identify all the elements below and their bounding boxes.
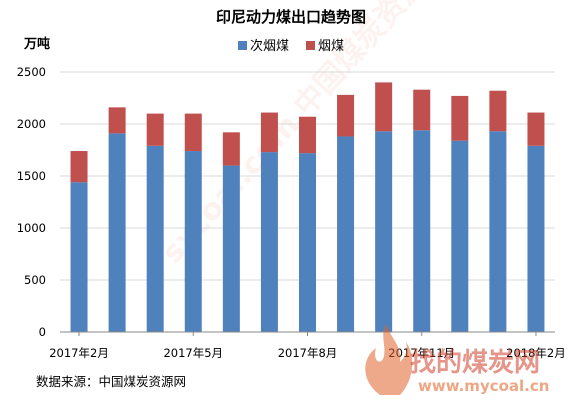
- bar-bituminous-8: [375, 82, 393, 132]
- bar-bituminous-12: [527, 112, 545, 146]
- bar-bituminous-11: [489, 90, 507, 132]
- bar-bituminous-9: [413, 89, 431, 131]
- y-axis-unit: 万吨: [23, 36, 50, 52]
- legend-swatch: [306, 41, 315, 50]
- bar-sub-bituminous-11: [489, 131, 507, 332]
- y-tick-label: 2500: [17, 65, 46, 79]
- watermark-logo: 找的煤炭网 www.mycoal.cn: [365, 324, 549, 395]
- bar-sub-bituminous-12: [527, 145, 545, 332]
- source-note: 数据来源：中国煤炭资源网: [36, 374, 186, 389]
- x-tick-label: 2018年2月: [506, 346, 566, 360]
- x-tick-label: 2017年8月: [278, 346, 338, 360]
- bar-sub-bituminous-5: [260, 152, 278, 332]
- bar-sub-bituminous-4: [222, 165, 240, 332]
- y-tick-label: 2000: [17, 117, 46, 131]
- bars: [70, 82, 545, 332]
- y-tick-label: 1000: [17, 221, 46, 235]
- bar-bituminous-2: [146, 113, 164, 146]
- legend-swatch: [238, 41, 247, 50]
- y-tick-label: 500: [24, 273, 46, 287]
- bar-bituminous-1: [108, 107, 126, 134]
- y-tick-label: 0: [39, 325, 46, 339]
- watermark-url: www.mycoal.cn: [418, 377, 549, 395]
- x-tick-label: 2017年2月: [49, 346, 109, 360]
- bar-sub-bituminous-3: [184, 151, 202, 332]
- bar-sub-bituminous-2: [146, 145, 164, 332]
- bar-sub-bituminous-0: [70, 182, 88, 332]
- bar-bituminous-5: [260, 112, 278, 153]
- bar-bituminous-7: [337, 94, 355, 137]
- chart-title: 印尼动力煤出口趋势图: [216, 8, 366, 26]
- legend-label: 烟煤: [318, 39, 344, 54]
- bar-bituminous-6: [299, 116, 316, 154]
- watermark-brand: 找的煤炭网: [410, 347, 540, 378]
- bar-bituminous-3: [184, 113, 202, 152]
- flame-icon: [365, 324, 413, 395]
- bar-sub-bituminous-10: [451, 140, 469, 332]
- bar-sub-bituminous-9: [413, 130, 431, 332]
- legend-label: 次烟煤: [250, 38, 289, 54]
- bar-sub-bituminous-7: [337, 136, 355, 332]
- bar-bituminous-10: [451, 95, 469, 141]
- bar-bituminous-4: [222, 132, 240, 166]
- y-tick-label: 1500: [17, 169, 46, 183]
- bar-sub-bituminous-6: [299, 153, 316, 332]
- legend: 次烟煤 烟煤: [238, 38, 344, 54]
- bar-bituminous-0: [70, 151, 88, 183]
- bar-sub-bituminous-8: [375, 131, 393, 332]
- y-axis-ticks: 0 500 1000 1500 2000 2500: [17, 65, 46, 339]
- x-axis-ticks: 2017年2月 2017年5月 2017年8月 2017年11月 2018年2月: [49, 332, 566, 360]
- x-tick-label: 2017年5月: [163, 346, 223, 360]
- bar-sub-bituminous-1: [108, 133, 126, 332]
